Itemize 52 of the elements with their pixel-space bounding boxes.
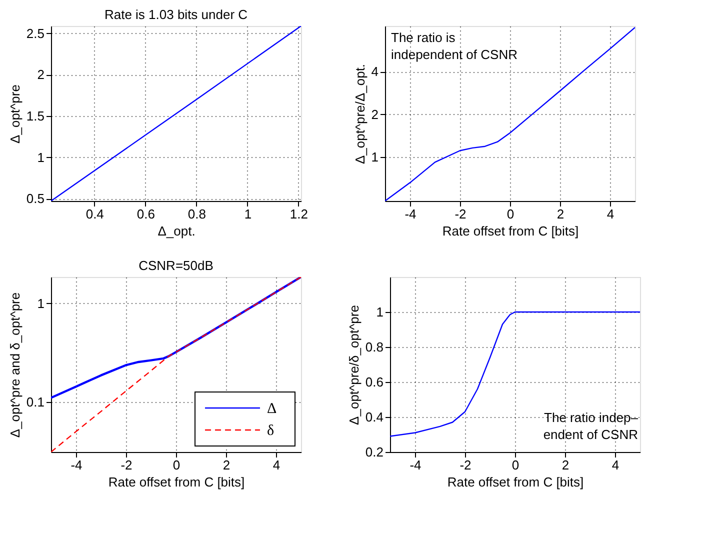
line-series	[51, 277, 301, 452]
legend-label: δ	[267, 423, 274, 439]
x-axis-title: Rate offset from C [bits]	[108, 474, 245, 490]
x-axis-title: Δ_opt.	[158, 224, 196, 238]
x-tick-label: 1.2	[290, 206, 308, 222]
y-axis-title: Δ_opt^pre/Δ_opt.	[352, 64, 368, 164]
x-tick-label: 0.4	[86, 206, 104, 222]
y-tick-label: 1	[376, 304, 384, 320]
y-tick-label: 0.1	[26, 394, 44, 410]
y-tick-label: 0.5	[26, 191, 44, 206]
y-tick-label: 0.8	[365, 340, 384, 354]
y-tick-label: 0.2	[365, 444, 384, 460]
x-tick-label: 4	[606, 206, 614, 222]
x-tick-label: 0	[506, 206, 514, 222]
x-tick-label: -2	[460, 458, 472, 472]
x-tick-label: 2	[222, 458, 230, 472]
y-axis-title: Δ_opt^pre and δ_opt^pre	[7, 292, 22, 438]
y-tick-label: 2	[371, 106, 378, 122]
line-series	[385, 26, 635, 201]
x-tick-label: -4	[404, 206, 416, 222]
x-axis-title: Rate offset from C [bits]	[442, 224, 579, 238]
x-tick-label: 0	[512, 458, 520, 472]
y-axis-title: Δ_opt^pre	[7, 84, 22, 144]
y-tick-label: 2.5	[26, 26, 44, 41]
annotation: The ratio indep– endent of CSNR	[543, 410, 639, 442]
chart-title: Rate is 1.03 bits under C	[104, 7, 248, 22]
y-tick-label: 2	[37, 67, 44, 82]
x-tick-label: 0.8	[188, 206, 206, 222]
y-tick-label: 4	[371, 64, 378, 80]
y-tick-label: 1.5	[26, 108, 44, 124]
y-tick-label: 1	[37, 150, 44, 165]
y-tick-label: 1	[371, 150, 378, 165]
x-tick-label: 1	[244, 206, 252, 222]
x-tick-label: 4	[272, 458, 280, 472]
x-tick-label: 4	[612, 458, 620, 472]
x-tick-label: 0	[172, 458, 180, 472]
line-series	[51, 277, 301, 399]
legend-label: Δ	[267, 401, 277, 417]
annotation: The ratio is independent of CSNR	[391, 30, 518, 62]
x-tick-label: -4	[70, 458, 82, 472]
y-axis-title: Δ_opt^pre/δ_opt^pre	[346, 305, 362, 425]
y-tick-label: 1	[37, 296, 44, 311]
chart-title: CSNR=50dB	[138, 258, 214, 273]
x-axis-title: Rate offset from C [bits]	[447, 474, 584, 490]
y-tick-label: 0.4	[365, 410, 384, 424]
x-tick-label: 2	[556, 206, 564, 222]
x-tick-label: 2	[562, 458, 570, 472]
y-tick-label: 0.6	[365, 374, 384, 390]
x-tick-label: 0.6	[136, 206, 155, 222]
x-tick-label: -2	[454, 206, 466, 222]
x-tick-label: -2	[120, 458, 132, 472]
x-tick-label: -4	[410, 458, 422, 472]
